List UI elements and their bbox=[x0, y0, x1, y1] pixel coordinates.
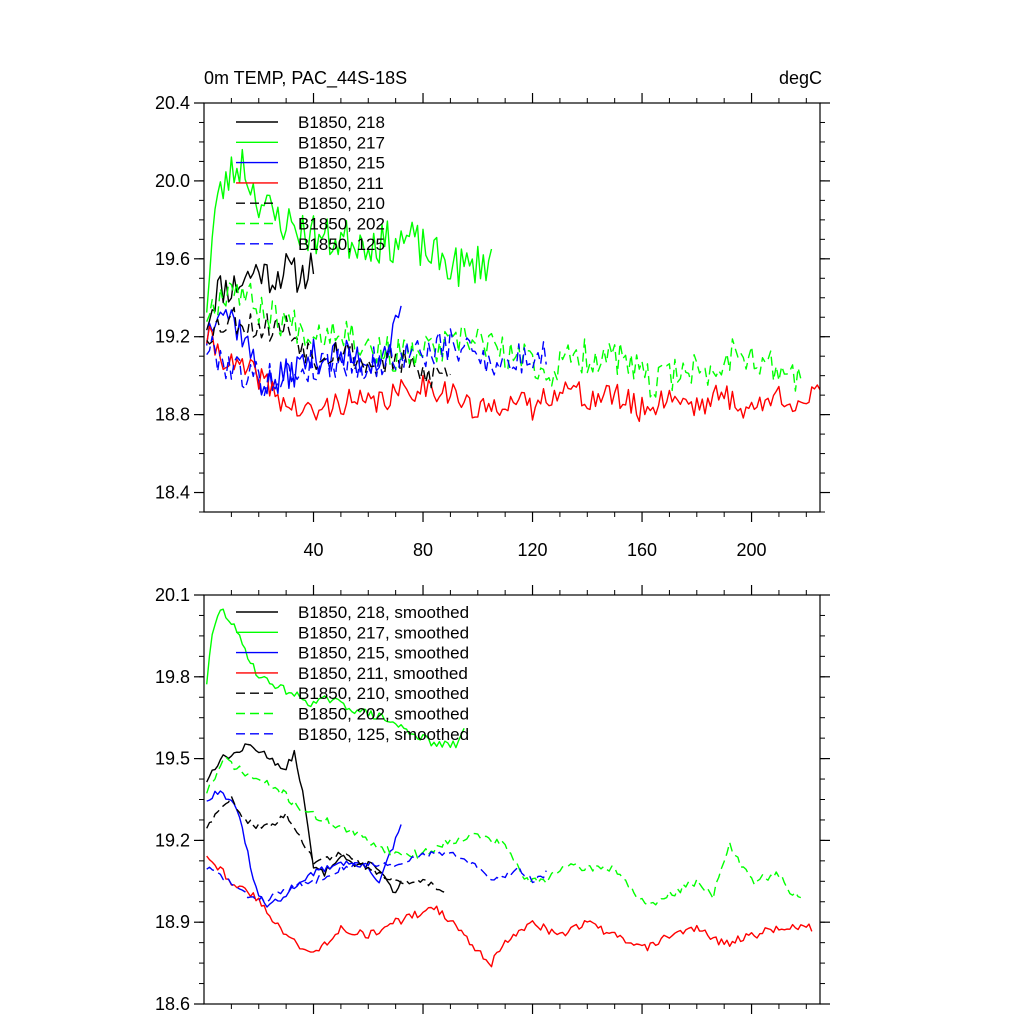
y-tick-label: 18.4 bbox=[155, 483, 190, 503]
x-tick-label: 80 bbox=[413, 540, 433, 560]
legend-label-1: B1850, 218, smoothed bbox=[298, 603, 469, 622]
y-tick-label: 19.5 bbox=[155, 749, 190, 769]
y-tick-label: 18.8 bbox=[155, 405, 190, 425]
legend-label-3: B1850, 215 bbox=[298, 154, 385, 173]
x-tick-label: 120 bbox=[518, 540, 548, 560]
x-tick-label: 40 bbox=[303, 540, 323, 560]
y-tick-label: 20.0 bbox=[155, 171, 190, 191]
legend-label-3: B1850, 215, smoothed bbox=[298, 644, 469, 663]
series-line-6 bbox=[206, 756, 802, 906]
series-line-2 bbox=[206, 148, 493, 313]
legend-label-6: B1850, 202, smoothed bbox=[298, 705, 469, 724]
series-line-5 bbox=[206, 306, 451, 389]
bottom-panel: 18.6 18.9 19.2 19.5 19.8 20.1 B1850, 218, smoo… bbox=[155, 585, 830, 1014]
series-line-7 bbox=[206, 328, 547, 397]
top-panel-title: 0m TEMP, PAC_44S-18S bbox=[204, 68, 407, 89]
legend-label-5: B1850, 210, smoothed bbox=[298, 684, 469, 703]
x-tick-label: 160 bbox=[627, 540, 657, 560]
legend-label-7: B1850, 125 bbox=[298, 235, 385, 254]
series-line-7 bbox=[206, 851, 547, 903]
series-line-4 bbox=[206, 855, 813, 968]
y-tick-label: 18.9 bbox=[155, 912, 190, 932]
y-tick-label: 18.6 bbox=[155, 994, 190, 1014]
series-line-1 bbox=[206, 743, 402, 894]
y-tick-label: 19.6 bbox=[155, 249, 190, 269]
series-line-1 bbox=[206, 252, 315, 331]
series-group bbox=[206, 608, 813, 968]
y-tick-label: 19.2 bbox=[155, 830, 190, 850]
series-line-6 bbox=[206, 281, 802, 398]
legend-label-7: B1850, 125, smoothed bbox=[298, 725, 469, 744]
legend-label-5: B1850, 210 bbox=[298, 194, 385, 213]
y-tick-label: 19.8 bbox=[155, 667, 190, 687]
top-panel-units: degC bbox=[779, 68, 822, 88]
top-panel: 18.4 18.8 19.2 19.6 20.0 20.4 40 80 120 160 200 B18… bbox=[155, 93, 830, 560]
legend-label-4: B1850, 211 bbox=[298, 174, 384, 193]
legend-label-2: B1850, 217 bbox=[298, 133, 385, 152]
series-group bbox=[206, 148, 820, 423]
legend-label-6: B1850, 202 bbox=[298, 215, 385, 234]
plot-frame bbox=[203, 102, 821, 513]
y-tick-label: 19.2 bbox=[155, 327, 190, 347]
series-line-4 bbox=[206, 325, 820, 423]
legend-label-2: B1850, 217, smoothed bbox=[298, 623, 469, 642]
legend-label-4: B1850, 211, smoothed bbox=[298, 664, 468, 683]
y-tick-label: 20.4 bbox=[155, 93, 190, 113]
x-tick-label: 200 bbox=[737, 540, 767, 560]
series-line-3 bbox=[206, 305, 402, 396]
series-line-2 bbox=[206, 608, 465, 749]
legend-label-1: B1850, 218 bbox=[298, 113, 385, 132]
series-line-5 bbox=[206, 795, 446, 893]
y-tick-label: 20.1 bbox=[155, 585, 190, 605]
